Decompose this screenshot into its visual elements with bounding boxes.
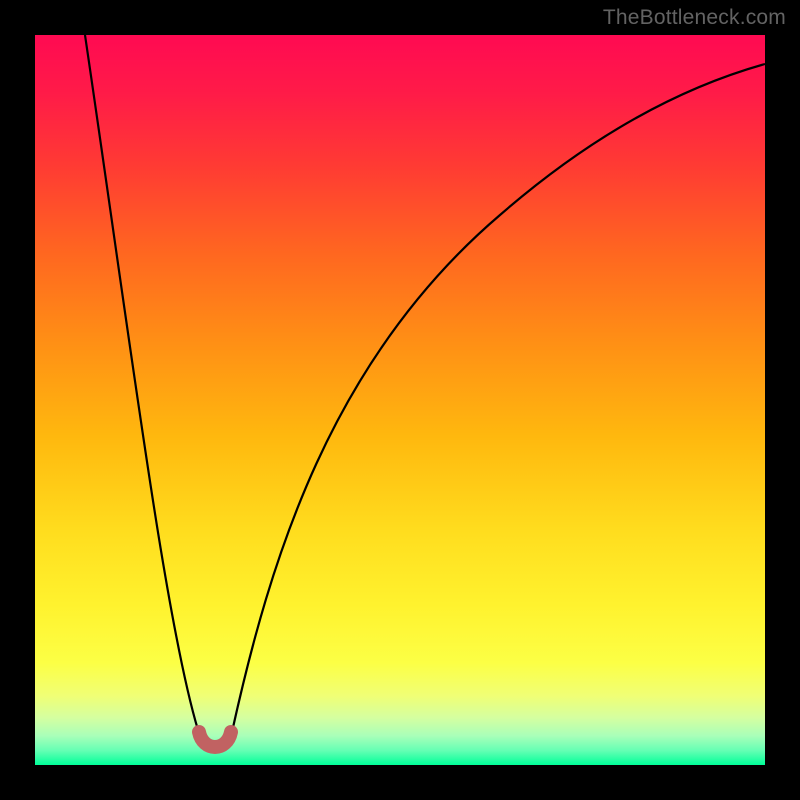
watermark-text: TheBottleneck.com <box>603 6 786 30</box>
chart-svg <box>0 0 800 800</box>
plot-background <box>35 35 765 765</box>
chart-container: { "meta": { "watermark": "TheBottleneck.… <box>0 0 800 800</box>
